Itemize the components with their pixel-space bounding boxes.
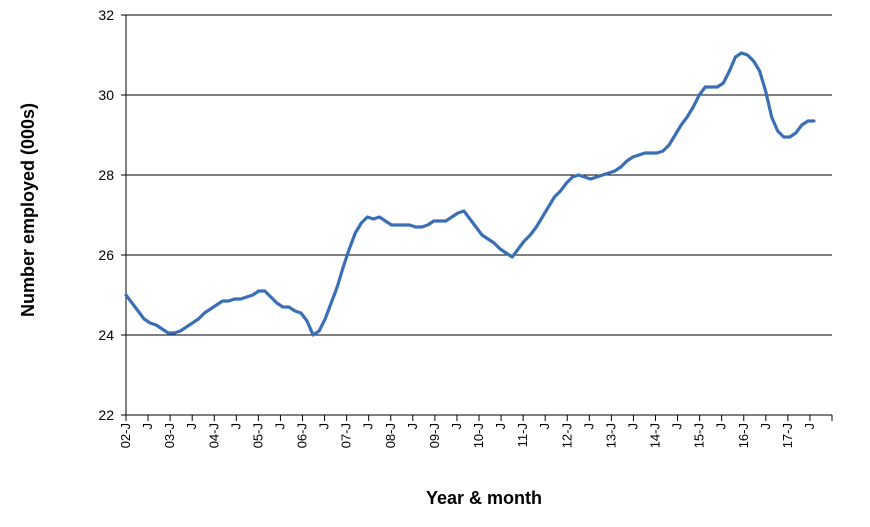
x-tick-label: 10-J <box>471 423 486 448</box>
y-tick-label: 26 <box>98 247 114 263</box>
x-tick-label: J <box>537 423 552 430</box>
x-tick-label: J <box>493 423 508 430</box>
x-tick-label: 09-J <box>427 423 442 448</box>
y-tick-label: 24 <box>98 327 114 343</box>
x-tick-label: 07-J <box>339 423 354 448</box>
x-tick-label: 03-J <box>162 423 177 448</box>
x-tick-label: J <box>184 423 199 430</box>
x-tick-label: 17-J <box>780 423 795 448</box>
x-tick-label: 11-J <box>515 423 530 447</box>
x-axis-ticks: 02-J J 03-J J 04-J J 05-J J 06-J J 07-J J 08-J J 09-J J… <box>118 415 833 448</box>
x-tick-label: 15-J <box>692 423 707 448</box>
x-tick-label: 06-J <box>295 423 310 448</box>
x-tick-label: 02-J <box>118 423 133 448</box>
x-tick-label: J <box>581 423 596 430</box>
x-tick-label: J <box>405 423 420 430</box>
x-tick-label: J <box>670 423 685 430</box>
x-tick-label: J <box>449 423 464 430</box>
y-axis-ticks: 22 24 26 28 30 32 <box>98 7 126 423</box>
employment-series-line <box>124 51 816 337</box>
x-axis-title: Year & month <box>426 488 542 508</box>
y-tick-label: 22 <box>98 407 114 423</box>
x-tick-label: J <box>272 423 287 430</box>
y-axis-title: Number employed (000s) <box>18 103 38 317</box>
x-tick-label: J <box>625 423 640 430</box>
x-tick-label: 13-J <box>603 423 618 448</box>
x-tick-label: J <box>361 423 376 430</box>
x-tick-label: 14-J <box>648 423 663 448</box>
x-tick-label: 04-J <box>206 423 221 448</box>
x-tick-label: J <box>140 423 155 430</box>
x-tick-label: J <box>714 423 729 430</box>
gridlines <box>126 14 832 336</box>
y-tick-label: 28 <box>98 167 114 183</box>
x-tick-label: 05-J <box>250 423 265 448</box>
y-tick-label: 30 <box>98 87 114 103</box>
x-tick-label: 16-J <box>736 423 751 448</box>
x-tick-label: 12-J <box>559 423 574 448</box>
x-tick-label: J <box>317 423 332 430</box>
y-tick-label: 32 <box>98 7 114 23</box>
x-tick-label: J <box>802 423 817 430</box>
x-tick-label: 08-J <box>383 423 398 448</box>
x-tick-label: J <box>758 423 773 430</box>
x-tick-label: J <box>228 423 243 430</box>
